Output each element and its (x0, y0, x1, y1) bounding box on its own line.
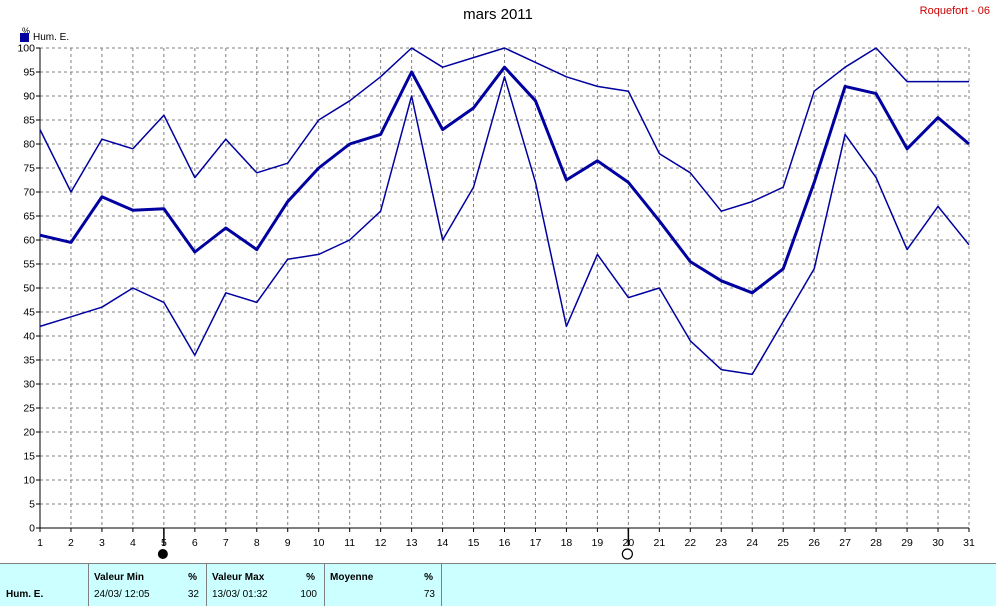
y-axis-unit: % (22, 26, 31, 36)
legend: Hum. E. (20, 32, 69, 43)
stats-min-date: 24/03/ 12:05 (94, 589, 150, 600)
x-tick-label: 11 (344, 537, 355, 549)
stats-avg-cell: Moyenne % 73 (324, 564, 442, 606)
stats-max-date: 13/03/ 01:32 (212, 589, 268, 600)
x-tick-label: 14 (437, 537, 449, 549)
new-moon-icon (157, 549, 168, 559)
stats-max-unit: % (306, 572, 315, 583)
y-tick-label: 0 (29, 523, 35, 535)
x-tick-label: 27 (839, 537, 851, 549)
y-tick-label: 15 (23, 451, 35, 463)
stats-min-cell: Valeur Min % 24/03/ 12:05 32 (88, 564, 205, 606)
x-tick-label: 19 (592, 537, 604, 549)
stats-max-value: 100 (300, 589, 317, 600)
x-tick-label: 24 (746, 537, 758, 549)
y-tick-label: 70 (23, 187, 35, 199)
y-tick-label: 50 (23, 283, 35, 295)
series-line-max (39, 47, 969, 212)
y-tick-label: 10 (23, 475, 35, 487)
chart-title: mars 2011 (463, 6, 533, 23)
x-tick-label: 26 (808, 537, 820, 549)
x-tick-label: 1 (37, 537, 43, 549)
stats-min-unit: % (188, 572, 197, 583)
stats-avg-value: 73 (423, 589, 435, 600)
y-tick-label: 5 (29, 499, 35, 511)
y-tick-label: 100 (17, 43, 35, 55)
y-tick-label: 75 (23, 163, 35, 175)
x-tick-label: 8 (254, 537, 260, 549)
x-tick-label: 9 (285, 537, 291, 549)
x-tick-label: 25 (777, 537, 789, 549)
stats-max-header: Valeur Max (212, 572, 265, 583)
x-tick-label: 16 (499, 537, 511, 549)
x-tick-label: 2 (68, 537, 74, 549)
x-tick-label: 18 (561, 537, 573, 549)
stats-max-cell: Valeur Max % 13/03/ 01:32 100 (206, 564, 323, 606)
x-tick-label: 22 (684, 537, 696, 549)
y-tick-label: 35 (23, 355, 35, 367)
stats-avg-header: Moyenne (330, 572, 374, 583)
series-line-mean (39, 65, 970, 295)
x-tick-label: 23 (715, 537, 727, 549)
x-tick-label: 7 (223, 537, 229, 549)
x-tick-label: 21 (653, 537, 665, 549)
x-tick-label: 12 (375, 537, 387, 549)
legend-swatch (20, 33, 29, 42)
x-tick-label: 29 (901, 537, 913, 549)
full-moon-icon (621, 548, 633, 560)
stats-panel: Hum. E. Valeur Min % 24/03/ 12:05 32 Val… (0, 563, 996, 606)
x-tick-label: 10 (313, 537, 325, 549)
y-tick-label: 40 (23, 331, 35, 343)
y-tick-label: 80 (23, 139, 35, 151)
x-tick-label: 28 (870, 537, 882, 549)
x-tick-label: 15 (468, 537, 480, 549)
y-tick-label: 60 (23, 235, 35, 247)
x-tick-label: 6 (192, 537, 198, 549)
x-tick-label: 17 (530, 537, 542, 549)
y-tick-label: 25 (23, 403, 35, 415)
station-name: Roquefort - 06 (919, 5, 990, 17)
y-tick-label: 85 (23, 115, 35, 127)
x-tick-label: 30 (932, 537, 944, 549)
x-tick-label: 3 (99, 537, 105, 549)
y-tick-label: 45 (23, 307, 35, 319)
stats-avg-unit: % (424, 572, 433, 583)
legend-label: Hum. E. (33, 32, 70, 43)
series-line-min (39, 76, 970, 376)
y-tick-label: 95 (23, 67, 35, 79)
y-tick-label: 30 (23, 379, 35, 391)
y-tick-label: 90 (23, 91, 35, 103)
humidity-chart: 0 5 10 15 20 25 30 35 40 45 50 55 60 65 70 75 80 85 90 95 10… (17, 43, 975, 560)
stats-row-label: Hum. E. (6, 589, 44, 600)
y-tick-label: 20 (23, 427, 35, 439)
stats-min-value: 32 (187, 589, 199, 600)
x-tick-label: 13 (406, 537, 418, 549)
x-tick-label: 31 (963, 537, 975, 549)
y-tick-label: 65 (23, 211, 35, 223)
y-tick-label: 55 (23, 259, 35, 271)
x-tick-label: 4 (130, 537, 136, 549)
stats-min-header: Valeur Min (94, 572, 145, 583)
